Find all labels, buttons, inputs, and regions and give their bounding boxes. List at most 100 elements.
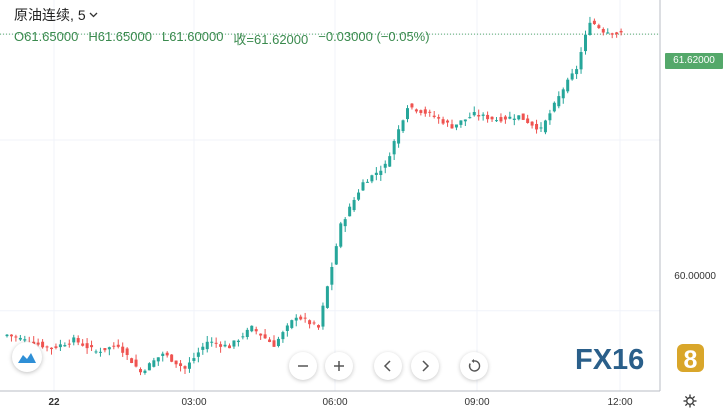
- candle-down: [125, 348, 129, 356]
- reset-chart-button[interactable]: [460, 352, 488, 380]
- candle-down: [259, 333, 263, 336]
- minus-icon: [298, 365, 308, 367]
- candle-down: [312, 322, 316, 324]
- candle-up: [579, 52, 583, 70]
- chevron-left-icon: [383, 360, 391, 372]
- candle-up: [606, 32, 610, 34]
- candle-up: [397, 129, 401, 144]
- candle-up: [276, 338, 280, 347]
- candle-up: [374, 172, 378, 175]
- candle-up: [566, 79, 570, 92]
- candle-up: [370, 175, 374, 182]
- candle-up: [557, 96, 561, 107]
- scroll-right-button[interactable]: [411, 352, 439, 380]
- candle-down: [308, 320, 312, 325]
- candle-up: [575, 69, 579, 75]
- candle-up: [584, 34, 587, 52]
- candle-up: [379, 170, 383, 175]
- candle-down: [499, 117, 503, 122]
- candle-down: [317, 325, 320, 328]
- candle-up: [72, 337, 76, 343]
- candle-up: [348, 206, 352, 217]
- candle-down: [81, 343, 85, 346]
- candle-down: [521, 113, 525, 120]
- candle-down: [228, 345, 231, 349]
- x-tick-label: 03:00: [181, 397, 207, 408]
- x-tick-label: 06:00: [322, 397, 348, 408]
- candle-up: [161, 353, 165, 356]
- candle-down: [450, 124, 454, 129]
- candle-down: [597, 25, 601, 29]
- candle-up: [383, 163, 387, 168]
- candle-down: [50, 347, 53, 350]
- chevron-right-icon: [422, 360, 430, 372]
- candle-up: [232, 340, 236, 347]
- zoom-in-button[interactable]: [325, 352, 353, 380]
- candle-down: [615, 32, 619, 35]
- candle-down: [67, 343, 71, 345]
- candle-down: [134, 359, 138, 367]
- scroll-left-button[interactable]: [374, 352, 402, 380]
- candle-up: [339, 223, 343, 247]
- candle-down: [165, 352, 169, 356]
- zoom-out-button[interactable]: [289, 352, 317, 380]
- change-value: −0.03000 (−0.05%): [318, 29, 430, 44]
- candle-up: [94, 351, 98, 353]
- candle-down: [601, 29, 605, 33]
- candle-down: [530, 121, 534, 126]
- candle-up: [156, 357, 160, 362]
- candle-up: [365, 181, 369, 183]
- candle-down: [76, 338, 80, 343]
- candle-up: [23, 339, 27, 341]
- candle-down: [535, 123, 539, 130]
- candle-down: [446, 120, 450, 123]
- x-tick-label: 12:00: [607, 397, 633, 408]
- plus-icon: [334, 361, 344, 371]
- candle-up: [481, 114, 485, 116]
- candle-up: [543, 120, 547, 133]
- candle-up: [330, 266, 334, 285]
- candle-down: [183, 366, 187, 369]
- low-value: L61.60000: [161, 29, 224, 44]
- candle-down: [419, 110, 423, 113]
- chart-grid: [0, 0, 660, 391]
- candle-down: [36, 342, 40, 345]
- candle-down: [592, 20, 596, 25]
- candle-down: [139, 369, 142, 373]
- interval-label[interactable]: 5: [77, 7, 86, 23]
- candle-up: [352, 199, 356, 211]
- candle-up: [63, 345, 67, 347]
- reset-icon: [468, 359, 481, 372]
- tradingview-cloud-icon[interactable]: [12, 342, 42, 372]
- candle-down: [263, 334, 267, 339]
- svg-text:8: 8: [684, 346, 698, 373]
- candle-up: [495, 120, 498, 122]
- candle-up: [552, 102, 556, 112]
- candle-down: [303, 317, 307, 319]
- candle-down: [526, 118, 530, 123]
- candle-up: [361, 182, 365, 191]
- x-tick-label: 09:00: [464, 397, 490, 408]
- candle-down: [41, 341, 45, 348]
- candle-up: [406, 108, 409, 120]
- candle-up: [325, 286, 329, 308]
- last-price-tag: 61.62000: [665, 53, 723, 69]
- y-tick-label: 60.00000: [674, 271, 716, 282]
- candle-down: [112, 345, 116, 347]
- candle-down: [610, 33, 614, 35]
- candles: [5, 16, 623, 376]
- symbol-name[interactable]: 原油连续: [14, 7, 70, 23]
- candle-up: [58, 344, 62, 348]
- candle-down: [45, 346, 49, 348]
- gear-icon[interactable]: [683, 394, 697, 413]
- candle-down: [214, 342, 218, 344]
- candle-down: [54, 346, 58, 348]
- candle-up: [401, 120, 405, 132]
- candle-up: [223, 344, 227, 347]
- high-value: H61.65000: [88, 29, 152, 44]
- chevron-down-icon[interactable]: [89, 10, 98, 21]
- candle-down: [503, 116, 507, 120]
- candle-down: [477, 114, 481, 117]
- candle-up: [459, 120, 463, 125]
